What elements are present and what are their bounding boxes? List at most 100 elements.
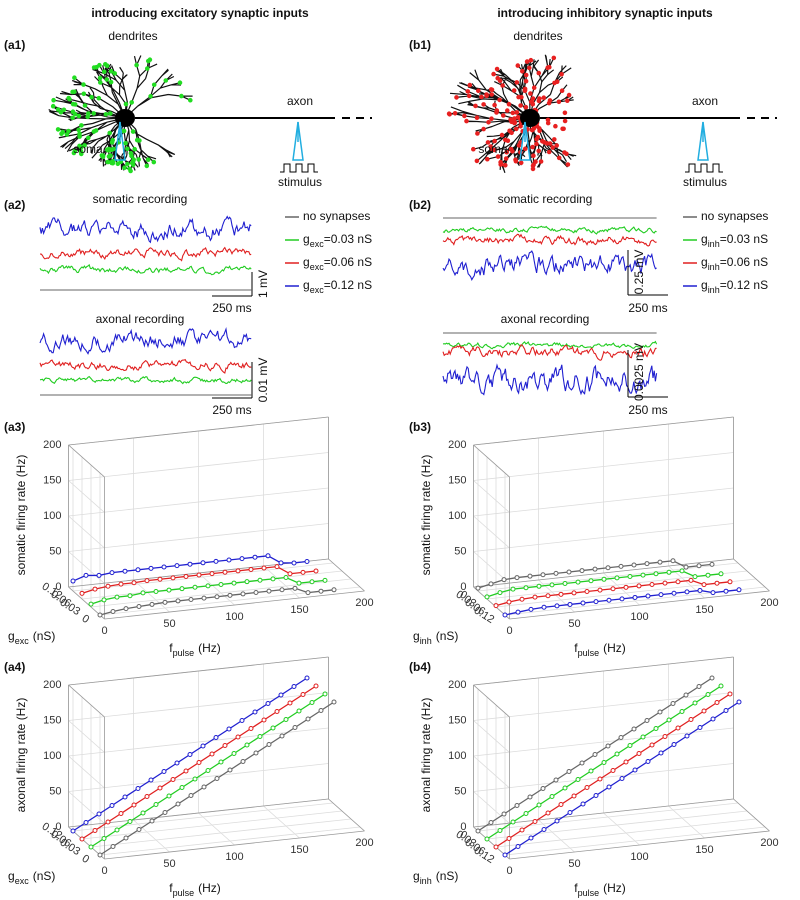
- box-edge: [509, 590, 770, 620]
- data-point: [213, 558, 219, 564]
- depth-tick-label: 0: [458, 589, 470, 602]
- data-point: [632, 767, 638, 773]
- x-tick-label: 50: [163, 618, 175, 630]
- data-point: [179, 785, 185, 790]
- x-tick-label: 0: [101, 625, 107, 637]
- data-point: [593, 599, 599, 605]
- electrode: [114, 121, 126, 161]
- z-tick-label: 0: [460, 581, 466, 593]
- x-tick-label: 0: [506, 865, 512, 877]
- z-tick-label: 50: [454, 545, 466, 557]
- data-point: [118, 581, 124, 587]
- column-title: introducing inhibitory synaptic inputs: [497, 6, 713, 20]
- data-point: [653, 571, 659, 577]
- data-point: [493, 844, 499, 850]
- data-point: [183, 768, 189, 774]
- data-point: [136, 827, 142, 832]
- data-point: [88, 601, 94, 607]
- electrode: [292, 121, 304, 161]
- data-point: [484, 836, 490, 842]
- x-tick-label: 0: [101, 865, 107, 877]
- data-point: [523, 585, 529, 591]
- depth-axis-label: ginh (nS): [413, 629, 458, 646]
- box-edge: [473, 558, 734, 588]
- data-point: [566, 569, 572, 575]
- data-point: [614, 575, 620, 581]
- data-point: [506, 836, 512, 841]
- data-point: [597, 587, 603, 593]
- data-point: [157, 785, 163, 791]
- recording-title: axonal recording: [96, 312, 185, 326]
- data-point: [222, 569, 228, 575]
- data-point: [244, 579, 250, 585]
- data-point: [619, 596, 625, 602]
- x-tick-label: 50: [568, 858, 580, 870]
- z-axis-label: somatic firing rate (Hz): [14, 455, 28, 576]
- data-point: [488, 820, 494, 825]
- data-point: [619, 776, 625, 781]
- data-point: [567, 601, 573, 607]
- legend-entry-symbol: g: [303, 232, 310, 246]
- depth-axis-label: gexc (nS): [8, 629, 55, 646]
- x-axis-label-symbol: f: [169, 641, 173, 655]
- data-point: [313, 683, 319, 689]
- z-tick-label: 200: [43, 439, 61, 451]
- data-point: [540, 786, 546, 791]
- data-point: [736, 699, 742, 705]
- data-point: [209, 571, 215, 577]
- data-point: [571, 590, 577, 596]
- data-point: [736, 587, 742, 593]
- box-edge: [68, 656, 329, 686]
- x-tick-label: 150: [290, 844, 308, 856]
- grid-line: [68, 720, 105, 753]
- data-point: [692, 700, 698, 706]
- data-point: [575, 579, 581, 585]
- data-point: [109, 803, 115, 808]
- x-tick-label: 200: [760, 597, 778, 609]
- data-point: [683, 564, 689, 570]
- data-point: [606, 597, 612, 603]
- data-point: [235, 568, 241, 574]
- data-point: [305, 716, 311, 722]
- data-point: [484, 594, 490, 600]
- legend-entry-rest: =0.06 nS: [324, 255, 372, 269]
- data-point: [205, 768, 211, 773]
- data-point: [662, 580, 668, 586]
- data-point: [710, 590, 716, 596]
- data-point: [709, 561, 715, 567]
- z-tick-label: 200: [448, 679, 466, 691]
- data-point: [528, 606, 534, 612]
- data-point: [127, 593, 133, 599]
- label-dendrites: dendrites: [108, 29, 157, 43]
- grid-line: [198, 572, 235, 606]
- x-tick-label: 150: [695, 844, 713, 856]
- z-tick-label: 100: [43, 510, 61, 522]
- data-point: [309, 700, 315, 705]
- data-point: [558, 802, 564, 807]
- x-tick-label: 150: [695, 604, 713, 616]
- grid-line: [473, 523, 734, 552]
- data-point: [110, 608, 116, 614]
- depth-axis-label: ginh (nS): [413, 869, 458, 886]
- data-point: [148, 565, 154, 571]
- data-point: [123, 835, 129, 841]
- grid-line: [473, 452, 734, 481]
- data-point: [697, 725, 703, 730]
- data-point: [688, 717, 694, 722]
- data-point: [118, 811, 124, 816]
- trace: [39, 358, 252, 374]
- data-point: [558, 591, 564, 597]
- legend-entry: gexc=0.12 nS: [303, 278, 372, 295]
- data-point: [553, 570, 559, 576]
- data-point: [140, 810, 146, 816]
- data-point: [606, 784, 612, 790]
- soma: [520, 109, 540, 127]
- data-point: [201, 784, 207, 790]
- legend-entry-rest: =0.12 nS: [324, 278, 372, 292]
- z-tick-label: 200: [43, 679, 61, 691]
- box-edge: [68, 416, 329, 446]
- trace: [39, 215, 252, 244]
- data-point: [157, 576, 163, 582]
- data-point: [153, 802, 159, 807]
- data-point: [279, 733, 285, 739]
